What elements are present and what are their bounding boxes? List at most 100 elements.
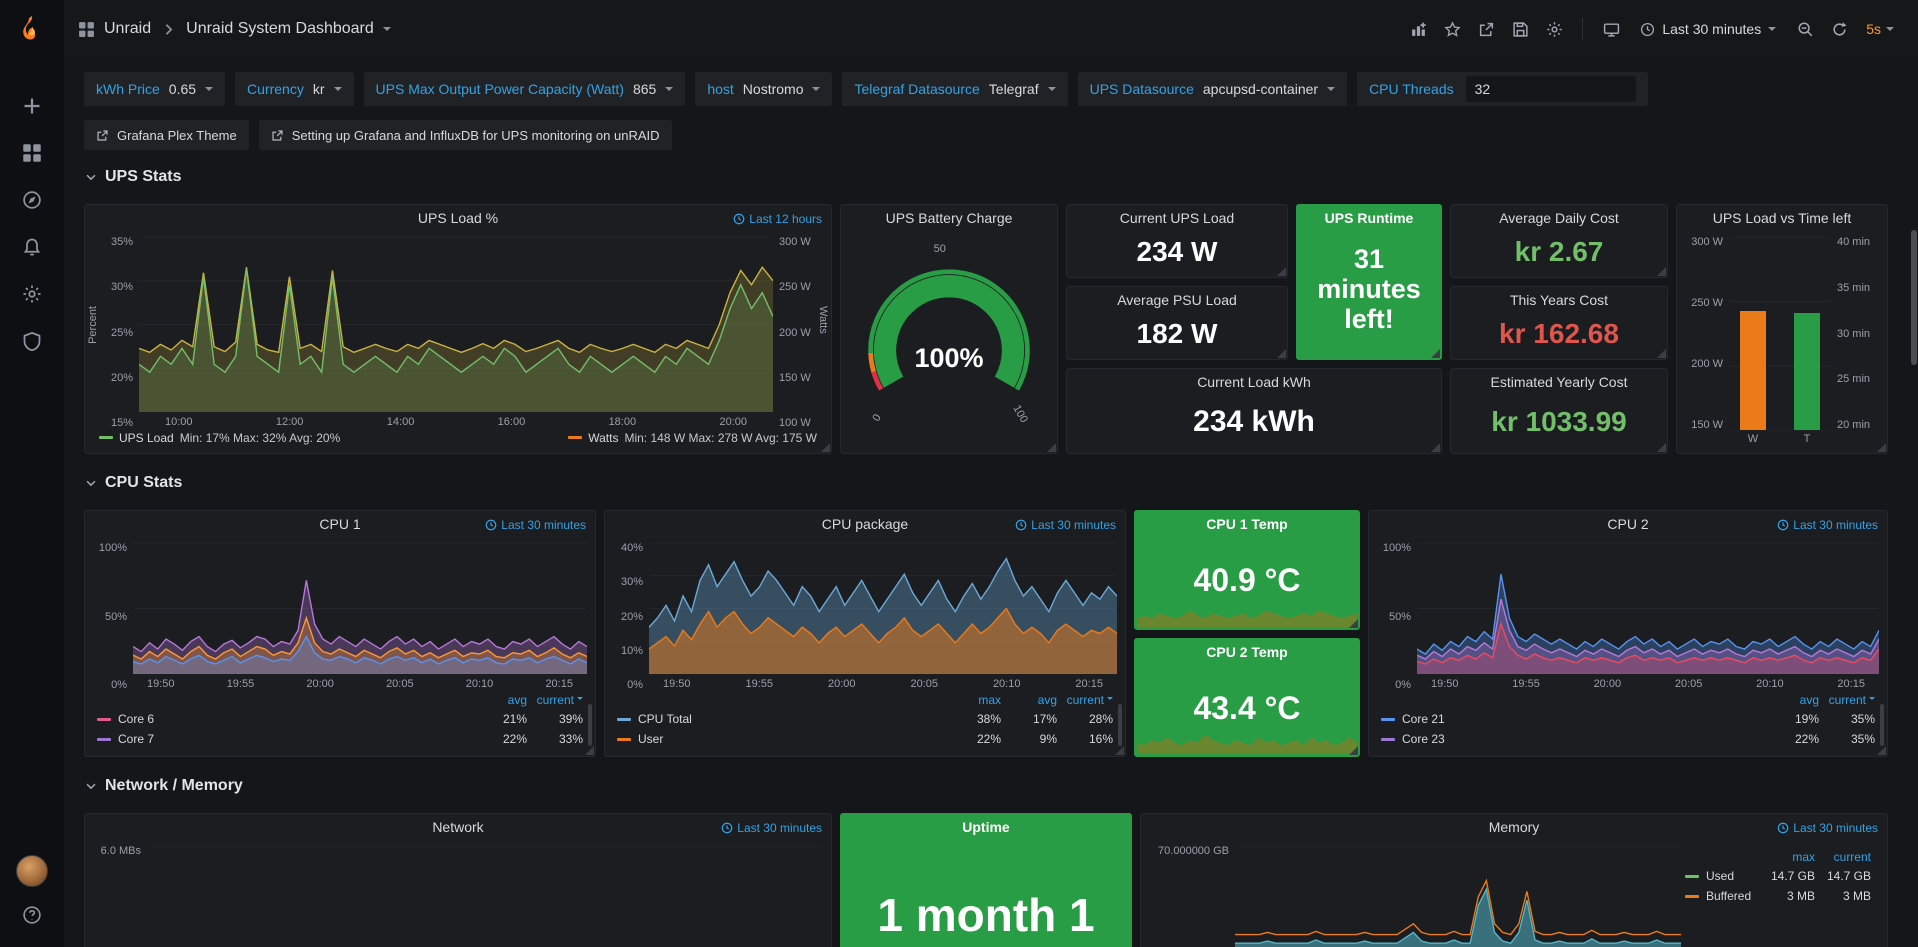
breadcrumb-folder[interactable]: Unraid	[104, 20, 152, 37]
dashboard-settings-button[interactable]	[1539, 14, 1569, 44]
alerting-bell-icon[interactable]	[22, 237, 42, 257]
panel-resize-handle[interactable]	[1657, 349, 1666, 358]
legend-header-max[interactable]: max	[978, 693, 1001, 707]
panel-title[interactable]: Average Daily Cost	[1499, 210, 1619, 226]
refresh-interval-picker[interactable]: 5s	[1858, 21, 1902, 37]
legend-header-avg[interactable]: avg	[507, 693, 527, 707]
panel-title[interactable]: CPU 2 Temp	[1206, 643, 1288, 660]
panel-title[interactable]: CPU package	[821, 516, 909, 532]
panel-time-override[interactable]: Last 12 hours	[733, 212, 822, 226]
panel-title[interactable]: Average PSU Load	[1117, 292, 1237, 308]
panel-resize-handle[interactable]	[585, 746, 594, 755]
panel-title[interactable]: Current UPS Load	[1119, 210, 1235, 226]
series-name[interactable]: Core 21	[1381, 712, 1763, 726]
network-chart[interactable]	[147, 846, 823, 947]
legend-header-avg[interactable]: avg	[1037, 693, 1057, 707]
time-left-bar[interactable]	[1794, 313, 1820, 430]
legend-header-current[interactable]: current	[1819, 693, 1875, 707]
panel-resize-handle[interactable]	[1431, 349, 1440, 358]
explore-compass-icon[interactable]	[22, 190, 42, 210]
variable-ups-datasource[interactable]: UPS Datasource apcupsd-container	[1077, 72, 1348, 106]
variable-value[interactable]: kr	[312, 81, 325, 97]
series-name[interactable]: Core 6	[97, 712, 471, 726]
dashboards-grid-icon[interactable]	[22, 143, 42, 163]
link-ups-monitoring-guide[interactable]: Setting up Grafana and InfluxDB for UPS …	[258, 120, 672, 150]
legend-header-current[interactable]: current	[1833, 850, 1871, 864]
panel-time-override[interactable]: Last 30 minutes	[721, 821, 822, 835]
legend-item-watts[interactable]: Watts Min: 148 W Max: 278 W Avg: 175 W	[568, 431, 817, 445]
section-header-ups-stats[interactable]: UPS Stats	[84, 164, 1888, 190]
panel-resize-handle[interactable]	[1349, 618, 1358, 628]
panel-title[interactable]: Network	[432, 819, 484, 835]
legend-scrollbar[interactable]	[1880, 704, 1884, 746]
variable-value[interactable]: Telegraf	[988, 81, 1039, 97]
legend-header-avg[interactable]: avg	[1799, 693, 1819, 707]
section-header-cpu-stats[interactable]: CPU Stats	[84, 470, 1888, 496]
variable-value[interactable]: apcupsd-container	[1202, 81, 1319, 97]
legend-scrollbar[interactable]	[1118, 704, 1122, 746]
server-admin-shield-icon[interactable]	[22, 331, 42, 351]
panel-time-override[interactable]: Last 30 minutes	[485, 518, 586, 532]
section-header-network-memory[interactable]: Network / Memory	[84, 773, 1888, 799]
panel-resize-handle[interactable]	[1657, 443, 1666, 452]
panel-resize-handle[interactable]	[1877, 746, 1886, 755]
panel-title[interactable]: Current Load kWh	[1197, 374, 1311, 390]
series-name[interactable]: User	[617, 732, 945, 746]
add-panel-button[interactable]	[1403, 14, 1433, 44]
share-dashboard-button[interactable]	[1471, 14, 1501, 44]
panel-title[interactable]: UPS Runtime	[1324, 210, 1414, 226]
panel-title[interactable]: Estimated Yearly Cost	[1490, 374, 1628, 390]
panel-resize-handle[interactable]	[1431, 443, 1440, 452]
time-range-picker[interactable]: Last 30 minutes	[1630, 13, 1786, 45]
panel-title[interactable]: Memory	[1488, 819, 1540, 835]
refresh-button[interactable]	[1824, 14, 1854, 44]
panel-title[interactable]: UPS Battery Charge	[885, 210, 1013, 226]
series-name[interactable]: Core 7	[97, 732, 471, 746]
legend-header-current[interactable]: current	[527, 693, 583, 707]
variable-value[interactable]: 0.65	[168, 81, 197, 97]
panel-resize-handle[interactable]	[1349, 746, 1358, 755]
panel-resize-handle[interactable]	[1657, 267, 1666, 276]
panel-title[interactable]: CPU 1 Temp	[1206, 516, 1288, 532]
legend-header-current[interactable]: current	[1057, 693, 1113, 707]
cpu2-chart[interactable]	[1417, 543, 1879, 674]
help-icon[interactable]	[22, 905, 42, 925]
variable-value[interactable]: Nostromo	[742, 81, 804, 97]
page-scrollbar-thumb[interactable]	[1911, 230, 1917, 365]
link-grafana-plex-theme[interactable]: Grafana Plex Theme	[84, 120, 249, 150]
legend-header-max[interactable]: max	[1792, 850, 1815, 864]
panel-resize-handle[interactable]	[1877, 443, 1886, 452]
configuration-gear-icon[interactable]	[22, 284, 42, 304]
variable-ups-max-output[interactable]: UPS Max Output Power Capacity (Watt) 865	[363, 72, 686, 106]
panel-title[interactable]: This Years Cost	[1509, 292, 1609, 308]
cpu1-chart[interactable]	[133, 543, 587, 674]
watts-bar[interactable]	[1740, 311, 1766, 430]
series-name[interactable]: Core 23	[1381, 732, 1763, 746]
series-name[interactable]: Used	[1685, 869, 1759, 883]
variable-value[interactable]: 865	[632, 81, 657, 97]
panel-resize-handle[interactable]	[1115, 746, 1124, 755]
legend-scrollbar[interactable]	[588, 704, 592, 746]
series-name[interactable]: Watts	[588, 430, 619, 445]
create-plus-icon[interactable]	[22, 96, 42, 116]
grafana-logo-icon[interactable]	[0, 0, 64, 58]
page-scrollbar[interactable]	[1909, 0, 1918, 947]
user-avatar[interactable]	[16, 855, 48, 887]
breadcrumb-dashboard-title[interactable]: Unraid System Dashboard	[186, 20, 374, 37]
variable-kwh-price[interactable]: kWh Price 0.65	[84, 72, 226, 106]
tv-cycle-view-button[interactable]	[1596, 14, 1626, 44]
panel-resize-handle[interactable]	[1277, 267, 1286, 276]
panel-time-override[interactable]: Last 30 minutes	[1015, 518, 1116, 532]
variable-host[interactable]: host Nostromo	[695, 72, 833, 106]
dashboard-caret-down-icon[interactable]	[382, 27, 391, 35]
variable-currency[interactable]: Currency kr	[235, 72, 354, 106]
zoom-out-time-button[interactable]	[1790, 14, 1820, 44]
star-dashboard-button[interactable]	[1437, 14, 1467, 44]
memory-chart[interactable]	[1235, 846, 1681, 947]
variable-telegraf-datasource[interactable]: Telegraf Datasource Telegraf	[842, 72, 1068, 106]
save-dashboard-button[interactable]	[1505, 14, 1535, 44]
panel-resize-handle[interactable]	[821, 443, 830, 452]
ups-load-chart[interactable]	[139, 237, 773, 412]
panel-title[interactable]: Uptime	[962, 819, 1010, 835]
series-name[interactable]: UPS Load	[119, 430, 174, 445]
